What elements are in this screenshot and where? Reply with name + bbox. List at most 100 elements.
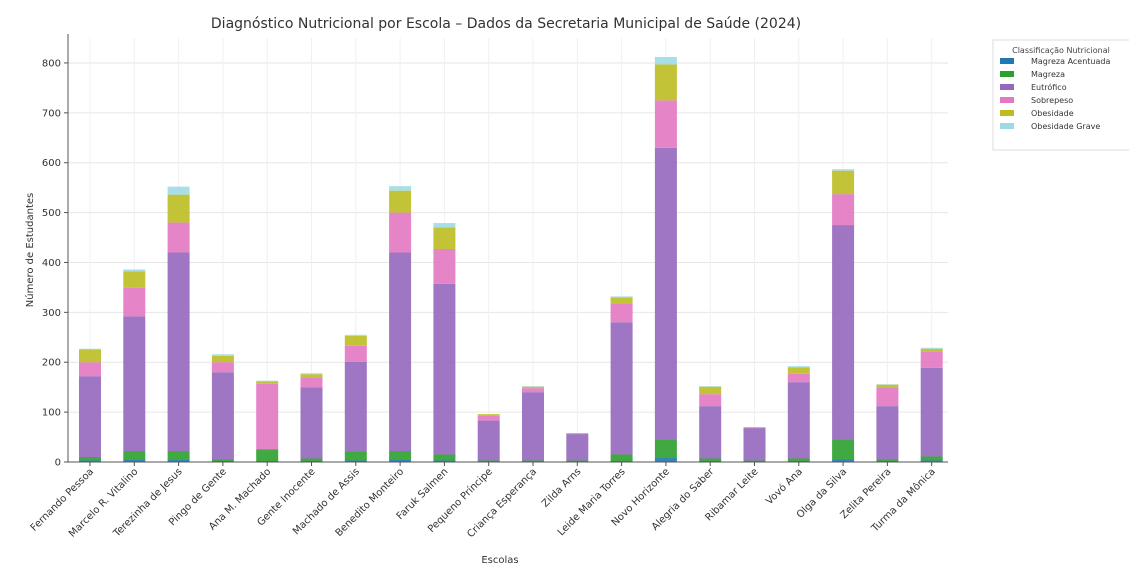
bar-segment bbox=[344, 451, 367, 461]
bar-segment bbox=[787, 367, 810, 374]
y-tick-label: 200 bbox=[42, 358, 61, 369]
bar-segment bbox=[256, 449, 279, 451]
bar-segment bbox=[876, 406, 899, 460]
bar-segment bbox=[79, 362, 101, 377]
legend-frame bbox=[992, 39, 1129, 151]
bar-segment bbox=[477, 415, 500, 421]
bar-segment bbox=[787, 373, 810, 383]
y-tick-label: 600 bbox=[42, 158, 61, 169]
bar-segment bbox=[477, 460, 500, 462]
bar-segment bbox=[920, 456, 943, 461]
bar-segment bbox=[654, 147, 677, 440]
bar-segment bbox=[477, 414, 500, 416]
bar-segment bbox=[522, 388, 544, 393]
bar-segment bbox=[477, 420, 500, 461]
bar-segment bbox=[344, 361, 367, 452]
bar-segment bbox=[610, 303, 633, 323]
bar-segment bbox=[787, 382, 810, 459]
legend: Classificação Nutricional Magreza Acentu… bbox=[992, 39, 1129, 151]
bar-segment bbox=[167, 460, 190, 462]
y-tick-label: 400 bbox=[42, 258, 61, 269]
bar-segment bbox=[79, 457, 101, 461]
bar-segment bbox=[832, 194, 855, 226]
bar-segment bbox=[832, 459, 855, 462]
bar-segment bbox=[433, 223, 456, 228]
bar-segment bbox=[522, 460, 544, 462]
bar-segment bbox=[654, 458, 677, 462]
bar-segment bbox=[344, 460, 367, 462]
legend-swatch bbox=[1000, 71, 1014, 77]
bar-segment bbox=[699, 458, 722, 462]
bar-segment bbox=[389, 186, 412, 191]
y-tick-label: 300 bbox=[42, 308, 61, 319]
legend-label: Eutrófico bbox=[1031, 82, 1067, 92]
bar-segment bbox=[566, 460, 589, 462]
legend-label: Magreza Acentuada bbox=[1031, 57, 1110, 66]
bar-segment bbox=[832, 170, 855, 195]
bar-segment bbox=[699, 386, 722, 395]
bar-segment bbox=[123, 287, 146, 317]
bar-segment bbox=[699, 406, 722, 459]
y-tick-label: 0 bbox=[55, 458, 61, 469]
bar-segment bbox=[167, 222, 190, 253]
bar-segment bbox=[433, 227, 456, 250]
bar-segment bbox=[300, 377, 323, 388]
bar-segment bbox=[300, 458, 323, 462]
bar-segment bbox=[920, 351, 943, 368]
legend-title: Classificação Nutricional bbox=[1012, 46, 1110, 55]
bar-segment bbox=[832, 439, 855, 460]
legend-label: Obesidade bbox=[1031, 109, 1074, 118]
bar-segment bbox=[389, 451, 412, 461]
bars bbox=[79, 56, 943, 462]
bar-segment bbox=[123, 460, 146, 462]
bar-segment bbox=[211, 372, 234, 460]
y-tick-label: 800 bbox=[42, 58, 61, 69]
bar-segment bbox=[79, 349, 101, 363]
bar-segment bbox=[344, 345, 367, 362]
y-tick-label: 500 bbox=[42, 208, 61, 219]
bar-segment bbox=[389, 190, 412, 213]
bar-segment bbox=[743, 460, 766, 462]
bar-segment bbox=[256, 383, 279, 450]
bar-segment bbox=[654, 64, 677, 101]
bar-segment bbox=[610, 296, 633, 298]
bar-segment bbox=[344, 334, 367, 336]
y-axis-label: Número de Estudantes bbox=[24, 193, 36, 307]
y-tick-label: 100 bbox=[42, 408, 61, 419]
bar-segment bbox=[610, 322, 633, 455]
bar-segment bbox=[256, 450, 279, 462]
bar-segment bbox=[654, 56, 677, 65]
bar-segment bbox=[389, 212, 412, 253]
bar-segment bbox=[610, 297, 633, 304]
y-tick-labels: 0 100 200 300 400 500 600 700 800 bbox=[42, 58, 68, 469]
bar-segment bbox=[433, 454, 456, 461]
bar-segment bbox=[123, 316, 146, 452]
bar-segment bbox=[123, 271, 146, 288]
bar-segment bbox=[920, 367, 943, 457]
bar-segment bbox=[211, 459, 234, 462]
bar-segment bbox=[920, 348, 943, 352]
bar-segment bbox=[522, 392, 544, 461]
bar-segment bbox=[389, 460, 412, 462]
x-axis-label: Escolas bbox=[481, 555, 518, 566]
bar-segment bbox=[167, 186, 190, 195]
bar-segment bbox=[743, 428, 766, 461]
bar-segment bbox=[876, 459, 899, 462]
bar-segment bbox=[876, 384, 899, 388]
bar-segment bbox=[211, 362, 234, 373]
x-tick-label: Zilda Arns bbox=[540, 466, 583, 509]
legend-swatch bbox=[1000, 97, 1014, 103]
bar-segment bbox=[344, 335, 367, 346]
bar-segment bbox=[610, 454, 633, 462]
bar-segment bbox=[167, 451, 190, 461]
bar-segment bbox=[433, 249, 456, 284]
bar-segment bbox=[522, 386, 544, 389]
bar-segment bbox=[300, 374, 323, 378]
x-tick-label: Vovó Ana bbox=[763, 466, 805, 508]
bar-segment bbox=[123, 451, 146, 461]
bar-segment bbox=[876, 387, 899, 407]
legend-swatch bbox=[1000, 58, 1014, 64]
bar-segment bbox=[79, 376, 101, 458]
